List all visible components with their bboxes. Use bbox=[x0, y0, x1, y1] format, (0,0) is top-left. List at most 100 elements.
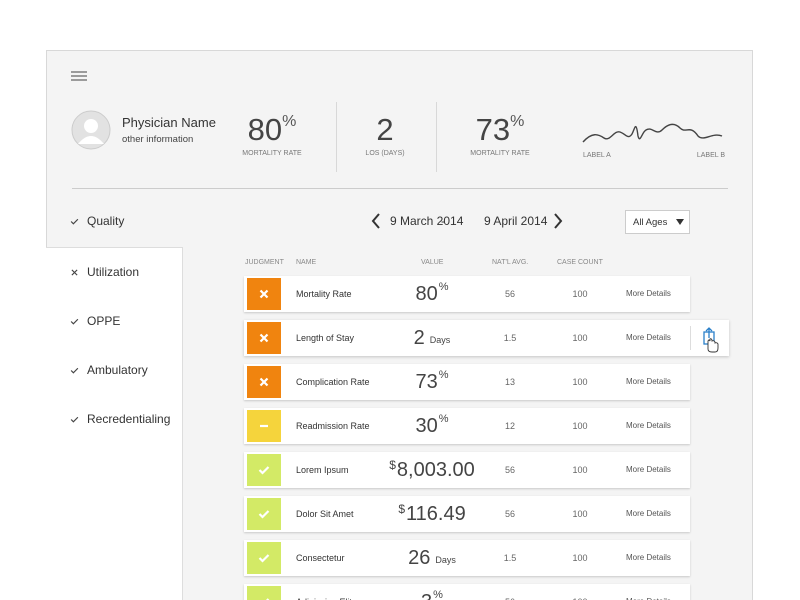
stat-label: MORTALITY RATE bbox=[470, 150, 530, 157]
metric-name: Readmission Rate bbox=[296, 421, 370, 431]
next-arrow[interactable] bbox=[552, 212, 564, 230]
value-number: 8,003.00 bbox=[396, 458, 475, 481]
date-end: 9 April 2014 bbox=[484, 214, 548, 228]
table-row: Mortality Rate 80% 56 100 More Details bbox=[244, 276, 690, 312]
metric-value: 80% bbox=[372, 276, 492, 312]
value-unit: % bbox=[438, 369, 449, 381]
national-average: 56 bbox=[504, 509, 515, 519]
value-number: 116.49 bbox=[406, 502, 466, 525]
icon-check bbox=[70, 218, 79, 225]
case-count: 100 bbox=[572, 377, 588, 387]
age-filter[interactable]: All Ages bbox=[625, 210, 690, 234]
value-number: 80 bbox=[415, 282, 438, 305]
table-row: Dolor Sit Amet $116.49 56 100 More Details bbox=[244, 496, 690, 532]
metric-name: Adipiscing Elit bbox=[296, 584, 352, 600]
icon-x bbox=[259, 377, 269, 387]
sidebar-panel bbox=[46, 247, 183, 600]
icon-x bbox=[71, 268, 78, 276]
icon-check bbox=[265, 598, 270, 600]
stat-label: MORTALITY RATE bbox=[242, 150, 302, 157]
stat-unit: % bbox=[510, 113, 525, 130]
icon-check bbox=[258, 510, 270, 519]
national-average: 1.5 bbox=[503, 333, 517, 343]
case-count: 100 bbox=[572, 333, 588, 343]
metric-name: Consectetur bbox=[296, 553, 345, 563]
date-start: 9 March 2014 bbox=[390, 214, 464, 228]
national-average: 56 bbox=[504, 465, 515, 475]
metric-name: Lorem Ipsum bbox=[296, 465, 349, 475]
case-count: 100 bbox=[560, 584, 600, 600]
nav-item[interactable]: OPPE bbox=[70, 311, 120, 331]
more-details-link[interactable]: More Details bbox=[626, 377, 671, 386]
icon-check bbox=[258, 554, 270, 563]
nav-item[interactable]: Quality bbox=[70, 211, 124, 231]
value-prefix: $ bbox=[398, 502, 405, 516]
metric-value: 73% bbox=[372, 364, 492, 400]
judgment bbox=[247, 498, 281, 530]
stat-value-line: 80% bbox=[222, 112, 322, 148]
case-count: 100 bbox=[572, 465, 588, 475]
value-number: 3 bbox=[421, 591, 432, 600]
physician-info: other information bbox=[122, 134, 194, 145]
more-details-link[interactable]: More Details bbox=[626, 509, 671, 518]
value-number: 26 bbox=[408, 546, 431, 569]
value-unit: Days bbox=[429, 335, 451, 345]
nav-item[interactable]: Utilization bbox=[70, 262, 139, 282]
column-header: VALUE bbox=[421, 259, 444, 266]
stat-value: 80 bbox=[247, 112, 283, 147]
table-row: Lorem Ipsum $8,003.00 56 100 More Details bbox=[244, 452, 690, 488]
sparkline-label: LABEL A bbox=[583, 152, 611, 159]
stat-value: 2 bbox=[376, 112, 394, 147]
icon-check bbox=[70, 416, 79, 423]
national-average: 13 bbox=[504, 377, 515, 387]
icon-check bbox=[70, 367, 79, 374]
value-prefix: $ bbox=[389, 458, 396, 472]
stat-label: LOS (DAYS) bbox=[365, 150, 405, 157]
judgment bbox=[247, 278, 281, 310]
more-details-link[interactable]: More Details bbox=[626, 289, 671, 298]
more-details-link[interactable]: More Details bbox=[626, 333, 671, 342]
case-count: 100 bbox=[572, 509, 588, 519]
stat-value-line: 73% bbox=[450, 112, 550, 148]
judgment bbox=[247, 322, 281, 354]
nav-label: Utilization bbox=[87, 265, 140, 279]
column-header: CASE COUNT bbox=[557, 259, 603, 266]
icon-check bbox=[258, 466, 270, 475]
menu-button[interactable] bbox=[71, 71, 88, 82]
metric-name: Length of Stay bbox=[296, 333, 355, 343]
stat: 80% MORTALITY RATE bbox=[222, 112, 322, 157]
value-unit: % bbox=[438, 413, 449, 425]
column-header: JUDGMENT bbox=[245, 259, 284, 266]
more-details-link[interactable]: More Details bbox=[626, 465, 671, 474]
value-unit: % bbox=[438, 281, 449, 293]
value-number: 30 bbox=[415, 414, 438, 437]
judgment bbox=[247, 454, 281, 486]
metric-name: Dolor Sit Amet bbox=[296, 509, 354, 519]
national-average: 12 bbox=[504, 421, 515, 431]
nav-label: Quality bbox=[87, 214, 125, 228]
share-button[interactable] bbox=[700, 327, 720, 353]
column-header: NAME bbox=[296, 259, 317, 266]
column-header: NAT'L AVG. bbox=[492, 259, 529, 266]
more-details-link[interactable]: More Details bbox=[626, 421, 671, 430]
metric-value: 30% bbox=[372, 408, 492, 444]
value-number: 2 bbox=[413, 326, 425, 349]
stat: 73% MORTALITY RATE bbox=[450, 112, 550, 157]
more-details-link[interactable]: More Details bbox=[626, 553, 671, 562]
date-separator: - bbox=[441, 214, 445, 228]
metric-value: $8,003.00 bbox=[372, 452, 492, 488]
stat-value-line: 2 bbox=[335, 112, 435, 148]
nav-item[interactable]: Ambulatory bbox=[70, 360, 148, 380]
national-average: 56 bbox=[490, 584, 530, 600]
metric-value: $116.49 bbox=[372, 496, 492, 532]
sparkline-label: LABEL B bbox=[696, 152, 725, 159]
prev-arrow[interactable] bbox=[370, 212, 382, 230]
sparkline bbox=[582, 123, 723, 143]
nav-item[interactable]: Recredentialing bbox=[70, 409, 170, 429]
more-details-link[interactable]: More Details bbox=[626, 584, 671, 600]
value-unit: Days bbox=[435, 555, 456, 565]
nav-label: Recredentialing bbox=[87, 412, 171, 426]
judgment bbox=[247, 366, 281, 398]
physician-name: Physician Name bbox=[122, 115, 216, 130]
